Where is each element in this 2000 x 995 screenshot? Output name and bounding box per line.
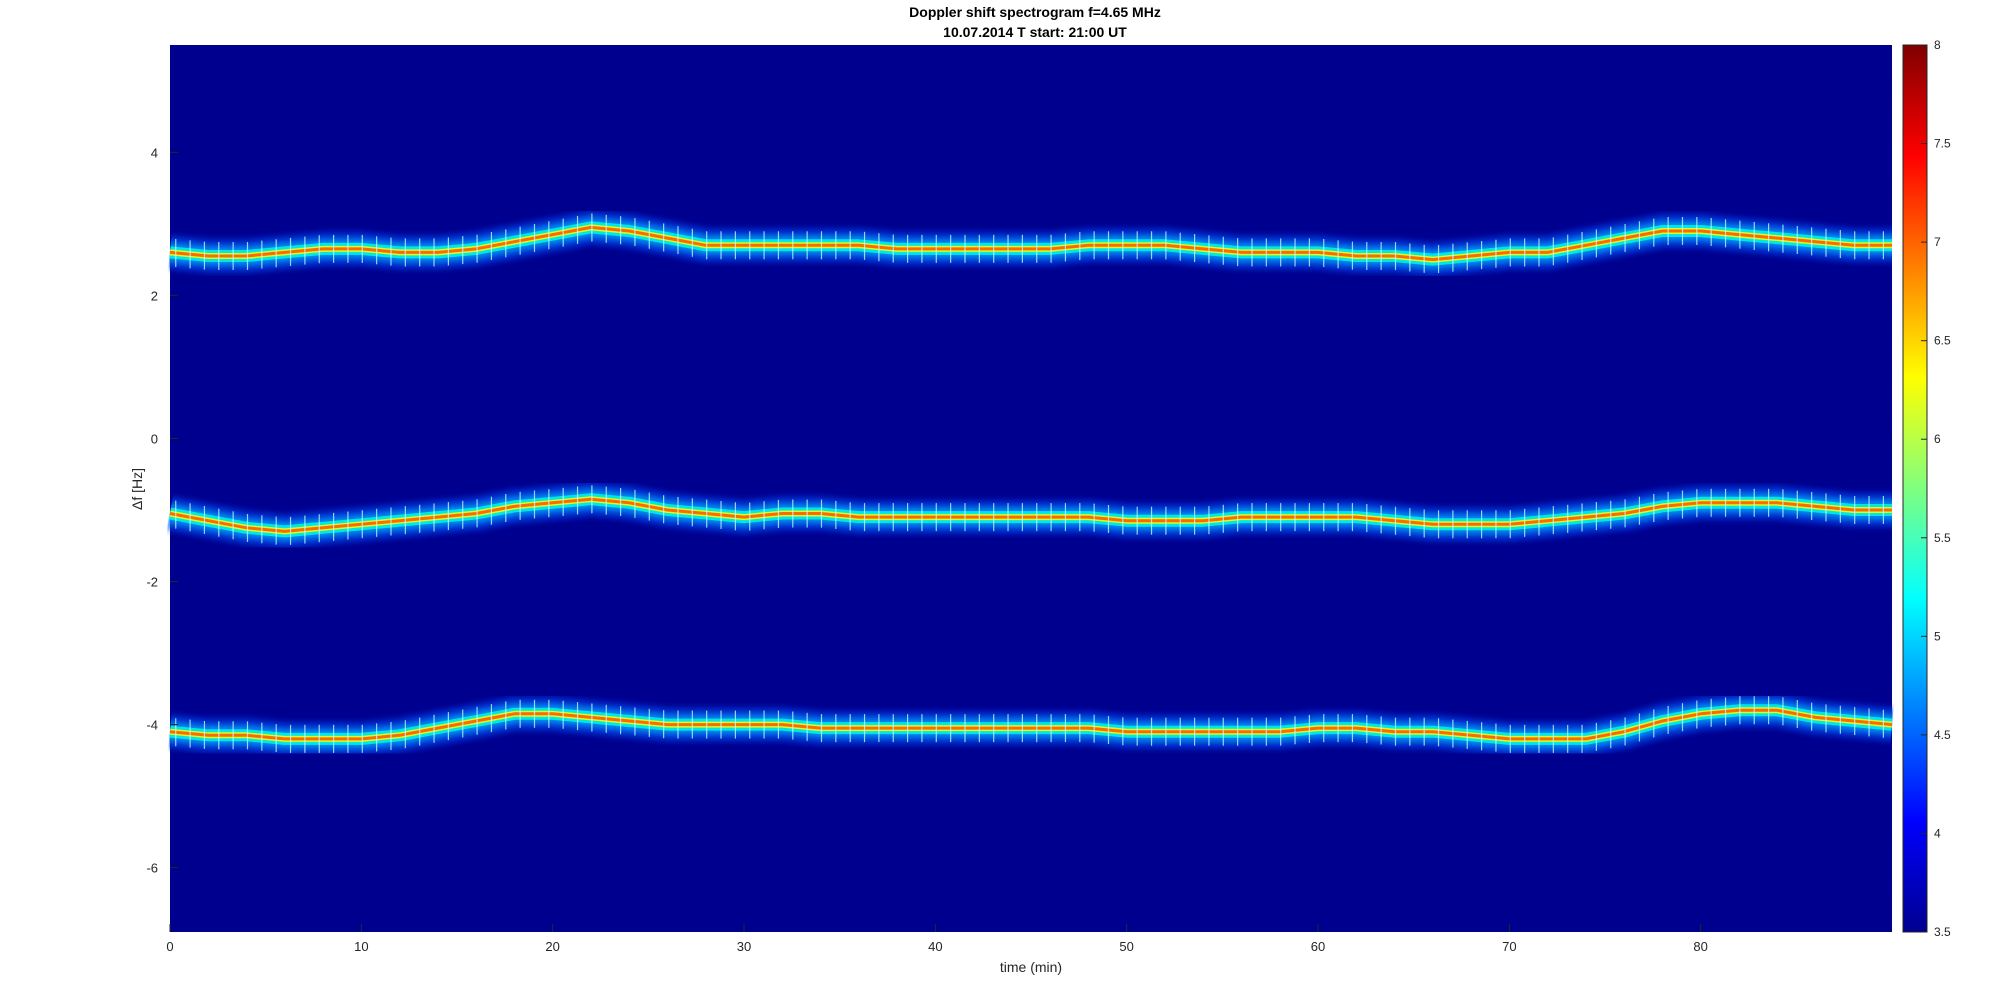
- colorbar-tick-label: 5.5: [1934, 531, 1951, 545]
- y-tick-label: -4: [146, 718, 158, 733]
- trace-2-band-5: [169, 497, 1892, 533]
- colorbar: 8 7.5 7 6.5 6 5.5 5 4.5 4 3.5: [1902, 38, 1951, 939]
- x-tick-label: 80: [1693, 939, 1707, 954]
- trace-3: [168, 693, 1894, 756]
- y-axis-label: Δf [Hz]: [129, 468, 145, 510]
- x-tick-label: 20: [545, 939, 559, 954]
- x-tick-label: 50: [1119, 939, 1133, 954]
- colorbar-tick-label: 4: [1934, 826, 1941, 840]
- x-tick-label: 60: [1311, 939, 1325, 954]
- x-axis-label: time (min): [1000, 959, 1062, 975]
- colorbar-tick-label: 6: [1934, 432, 1941, 446]
- x-tick-label: 0: [166, 939, 173, 954]
- y-tick-label: -6: [146, 861, 158, 876]
- plot-area: [166, 45, 1894, 932]
- plot-background: [170, 45, 1892, 932]
- x-tick-label: 70: [1502, 939, 1516, 954]
- colorbar-tick-label: 8: [1934, 38, 1941, 52]
- chart-title: Doppler shift spectrogram f=4.65 MHz: [909, 4, 1161, 20]
- colorbar-tick-label: 7.5: [1934, 137, 1951, 151]
- x-tick-label: 10: [354, 939, 368, 954]
- colorbar-gradient: [1902, 44, 1928, 933]
- trace-1: [168, 210, 1892, 277]
- y-tick-label: -2: [146, 574, 158, 589]
- trace-3-band-5: [169, 708, 1893, 741]
- doppler-traces: [166, 210, 1894, 756]
- trace-1-band-5: [169, 225, 1892, 262]
- y-axis-ticks: 4 2 0 -2 -4 -6: [146, 145, 178, 876]
- y-tick-label: 2: [151, 288, 158, 303]
- x-tick-label: 40: [928, 939, 942, 954]
- y-tick-label: 0: [151, 431, 158, 446]
- colorbar-ticks: 8 7.5 7 6.5 6 5.5 5 4.5 4 3.5: [1921, 38, 1951, 939]
- colorbar-tick-label: 4.5: [1934, 728, 1951, 742]
- chart-subtitle: 10.07.2014 T start: 21:00 UT: [943, 24, 1127, 40]
- trace-2: [166, 482, 1892, 549]
- colorbar-tick-label: 6.5: [1934, 334, 1951, 348]
- x-tick-label: 30: [737, 939, 751, 954]
- x-axis-ticks: 0 10 20 30 40 50 60 70 80: [166, 924, 1708, 954]
- colorbar-tick-label: 7: [1934, 235, 1941, 249]
- colorbar-tick-label: 3.5: [1934, 925, 1951, 939]
- y-tick-label: 4: [151, 145, 158, 160]
- colorbar-tick-label: 5: [1934, 629, 1941, 643]
